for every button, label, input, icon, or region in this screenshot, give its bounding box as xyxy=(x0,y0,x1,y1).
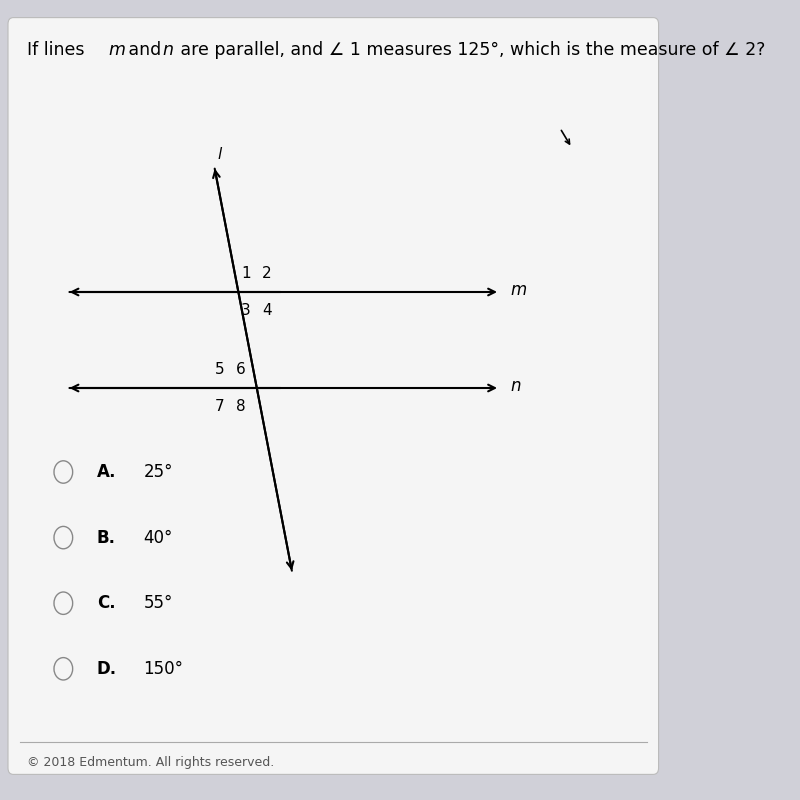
Text: © 2018 Edmentum. All rights reserved.: © 2018 Edmentum. All rights reserved. xyxy=(26,756,274,769)
Text: 4: 4 xyxy=(262,303,272,318)
Text: are parallel, and ∠ 1 measures 125°, which is the measure of ∠ 2?: are parallel, and ∠ 1 measures 125°, whi… xyxy=(175,41,766,58)
Circle shape xyxy=(54,526,73,549)
Circle shape xyxy=(54,461,73,483)
Text: C.: C. xyxy=(97,594,115,612)
FancyBboxPatch shape xyxy=(8,18,658,774)
Text: 55°: 55° xyxy=(143,594,173,612)
Circle shape xyxy=(54,658,73,680)
Text: 6: 6 xyxy=(235,362,246,377)
Text: and: and xyxy=(123,41,167,58)
Text: n: n xyxy=(510,377,521,394)
Text: 25°: 25° xyxy=(143,463,173,481)
Text: n: n xyxy=(162,41,173,58)
Text: m: m xyxy=(510,281,526,298)
Text: A.: A. xyxy=(97,463,116,481)
Text: 3: 3 xyxy=(242,303,251,318)
Text: 150°: 150° xyxy=(143,660,183,678)
Text: 40°: 40° xyxy=(143,529,173,546)
Text: m: m xyxy=(108,41,125,58)
Text: D.: D. xyxy=(97,660,117,678)
Text: If lines: If lines xyxy=(26,41,90,58)
Text: l: l xyxy=(218,147,222,162)
Text: 2: 2 xyxy=(262,266,272,281)
Circle shape xyxy=(54,592,73,614)
Text: 5: 5 xyxy=(214,362,224,377)
Text: 7: 7 xyxy=(214,399,224,414)
Text: 1: 1 xyxy=(242,266,251,281)
Text: B.: B. xyxy=(97,529,116,546)
Text: 8: 8 xyxy=(235,399,245,414)
